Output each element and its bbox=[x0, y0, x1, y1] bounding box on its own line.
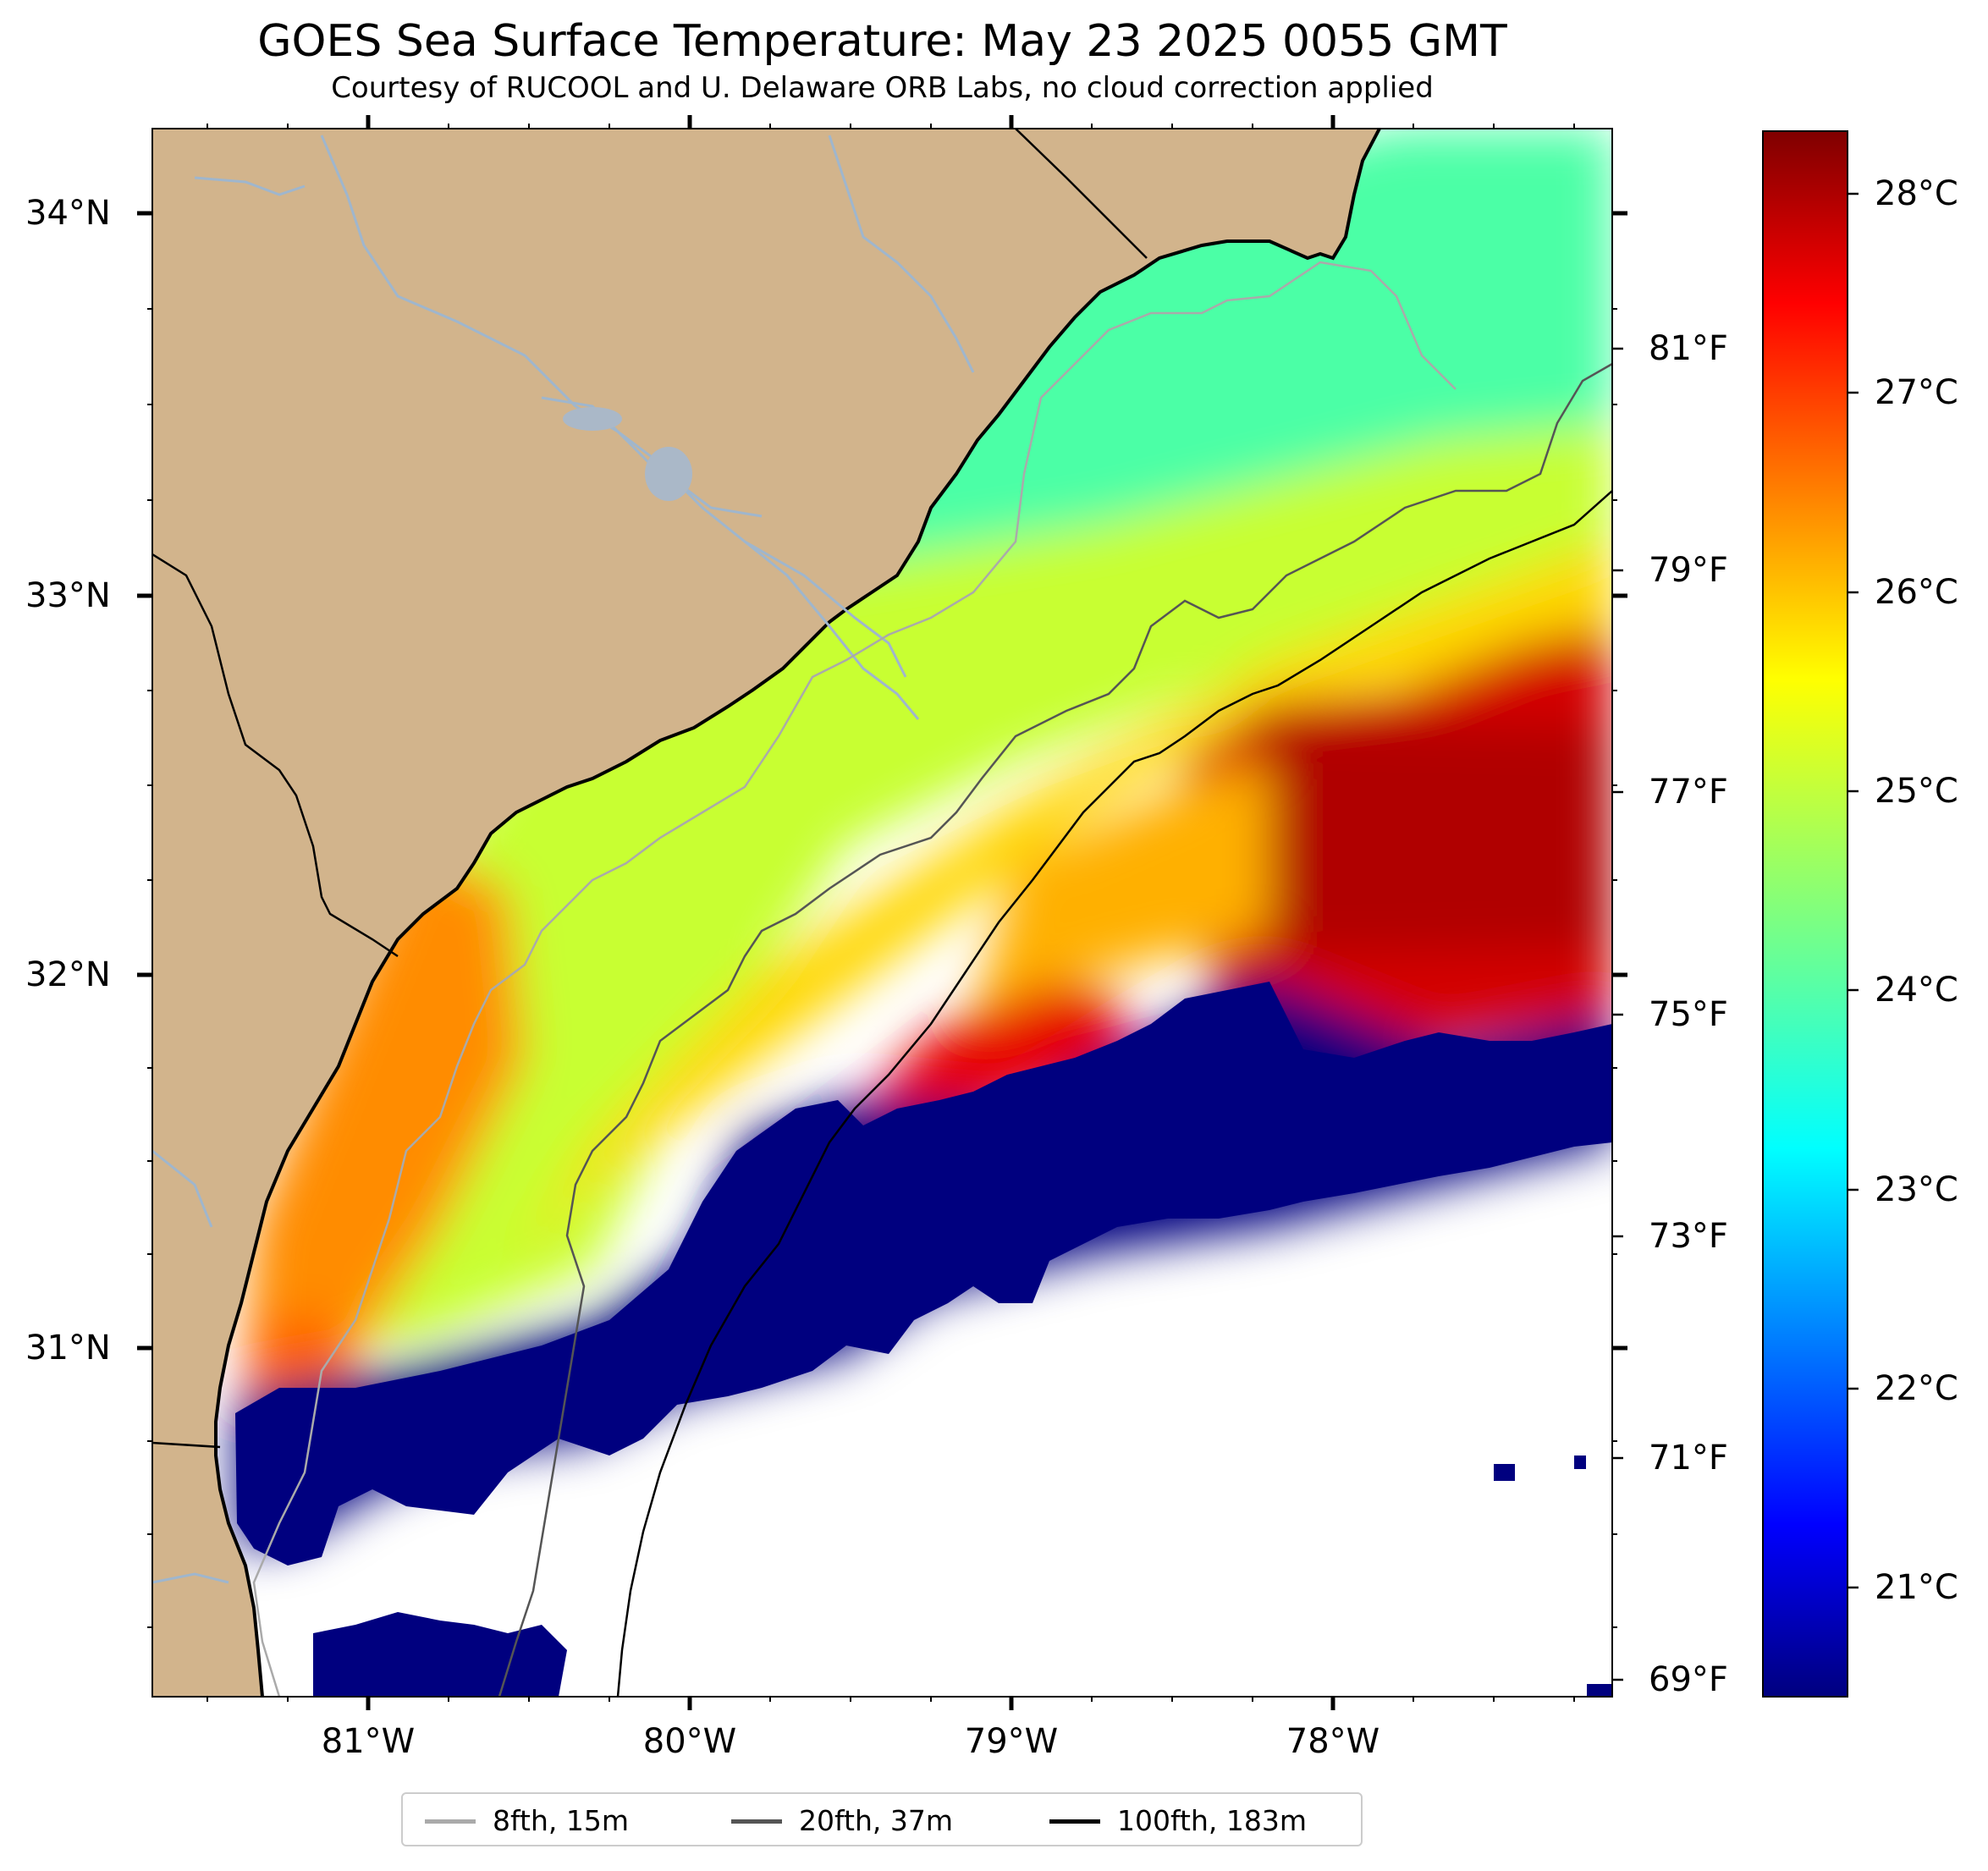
lat-ticks bbox=[137, 211, 1627, 1351]
state-border bbox=[1015, 129, 1148, 259]
c-label-26: 26°C bbox=[1875, 573, 1958, 612]
lon-ticks bbox=[366, 115, 1335, 1710]
c-label-23: 23°C bbox=[1875, 1170, 1958, 1209]
f-label-69: 69°F bbox=[1649, 1660, 1728, 1699]
c-label-21: 21°C bbox=[1875, 1568, 1958, 1607]
coastline bbox=[214, 129, 1381, 1697]
c-label-27: 27°C bbox=[1875, 373, 1958, 412]
map-subtitle: Courtesy of RUCOOL and U. Delaware ORB L… bbox=[331, 71, 1434, 105]
map-frame bbox=[151, 128, 1613, 1698]
lat-label-31: 31°N bbox=[25, 1329, 111, 1367]
f-label-71: 71°F bbox=[1649, 1439, 1728, 1478]
minor-ticks bbox=[147, 124, 1617, 1702]
land bbox=[152, 129, 1379, 1697]
lake-moultrie bbox=[563, 407, 622, 431]
legend-label-8fth: 8fth, 15m bbox=[493, 1804, 630, 1837]
legend-swatch-20fth bbox=[731, 1819, 782, 1824]
isobath-legend: 8fth, 15m 20fth, 37m 100fth, 183m bbox=[401, 1792, 1363, 1846]
c-label-28: 28°C bbox=[1875, 174, 1958, 213]
lat-label-33: 33°N bbox=[25, 576, 111, 615]
c-label-25: 25°C bbox=[1875, 772, 1958, 811]
lake-marion bbox=[645, 447, 692, 501]
c-label-22: 22°C bbox=[1875, 1369, 1958, 1408]
isobath-20fth bbox=[498, 362, 1612, 1697]
colorbar-ticks bbox=[1848, 192, 1859, 1589]
state-border bbox=[152, 553, 399, 958]
f-label-79: 79°F bbox=[1649, 551, 1728, 590]
lat-label-34: 34°N bbox=[25, 194, 111, 233]
lon-label-78: 78°W bbox=[1286, 1722, 1380, 1761]
colorbar bbox=[1762, 130, 1848, 1698]
f-label-81: 81°F bbox=[1649, 329, 1728, 368]
legend-swatch-100fth bbox=[1049, 1819, 1100, 1824]
isobath-100fth bbox=[616, 490, 1612, 1697]
isobath-8fth bbox=[252, 261, 1457, 1697]
fahrenheit-ticks bbox=[1612, 347, 1623, 1681]
legend-label-100fth: 100fth, 183m bbox=[1117, 1804, 1307, 1837]
c-label-24: 24°C bbox=[1875, 971, 1958, 1010]
lat-label-32: 32°N bbox=[25, 955, 111, 994]
lon-label-80: 80°W bbox=[642, 1722, 737, 1761]
state-border bbox=[152, 1441, 221, 1449]
map-title: GOES Sea Surface Temperature: May 23 202… bbox=[257, 16, 1507, 67]
f-label-75: 75°F bbox=[1649, 995, 1728, 1034]
legend-label-20fth: 20fth, 37m bbox=[799, 1804, 953, 1837]
lon-label-81: 81°W bbox=[321, 1722, 416, 1761]
lon-label-79: 79°W bbox=[964, 1722, 1059, 1761]
f-label-73: 73°F bbox=[1649, 1217, 1728, 1256]
cold-cloud-band bbox=[235, 982, 1612, 1566]
f-label-77: 77°F bbox=[1649, 773, 1728, 812]
legend-swatch-8fth bbox=[425, 1819, 476, 1824]
